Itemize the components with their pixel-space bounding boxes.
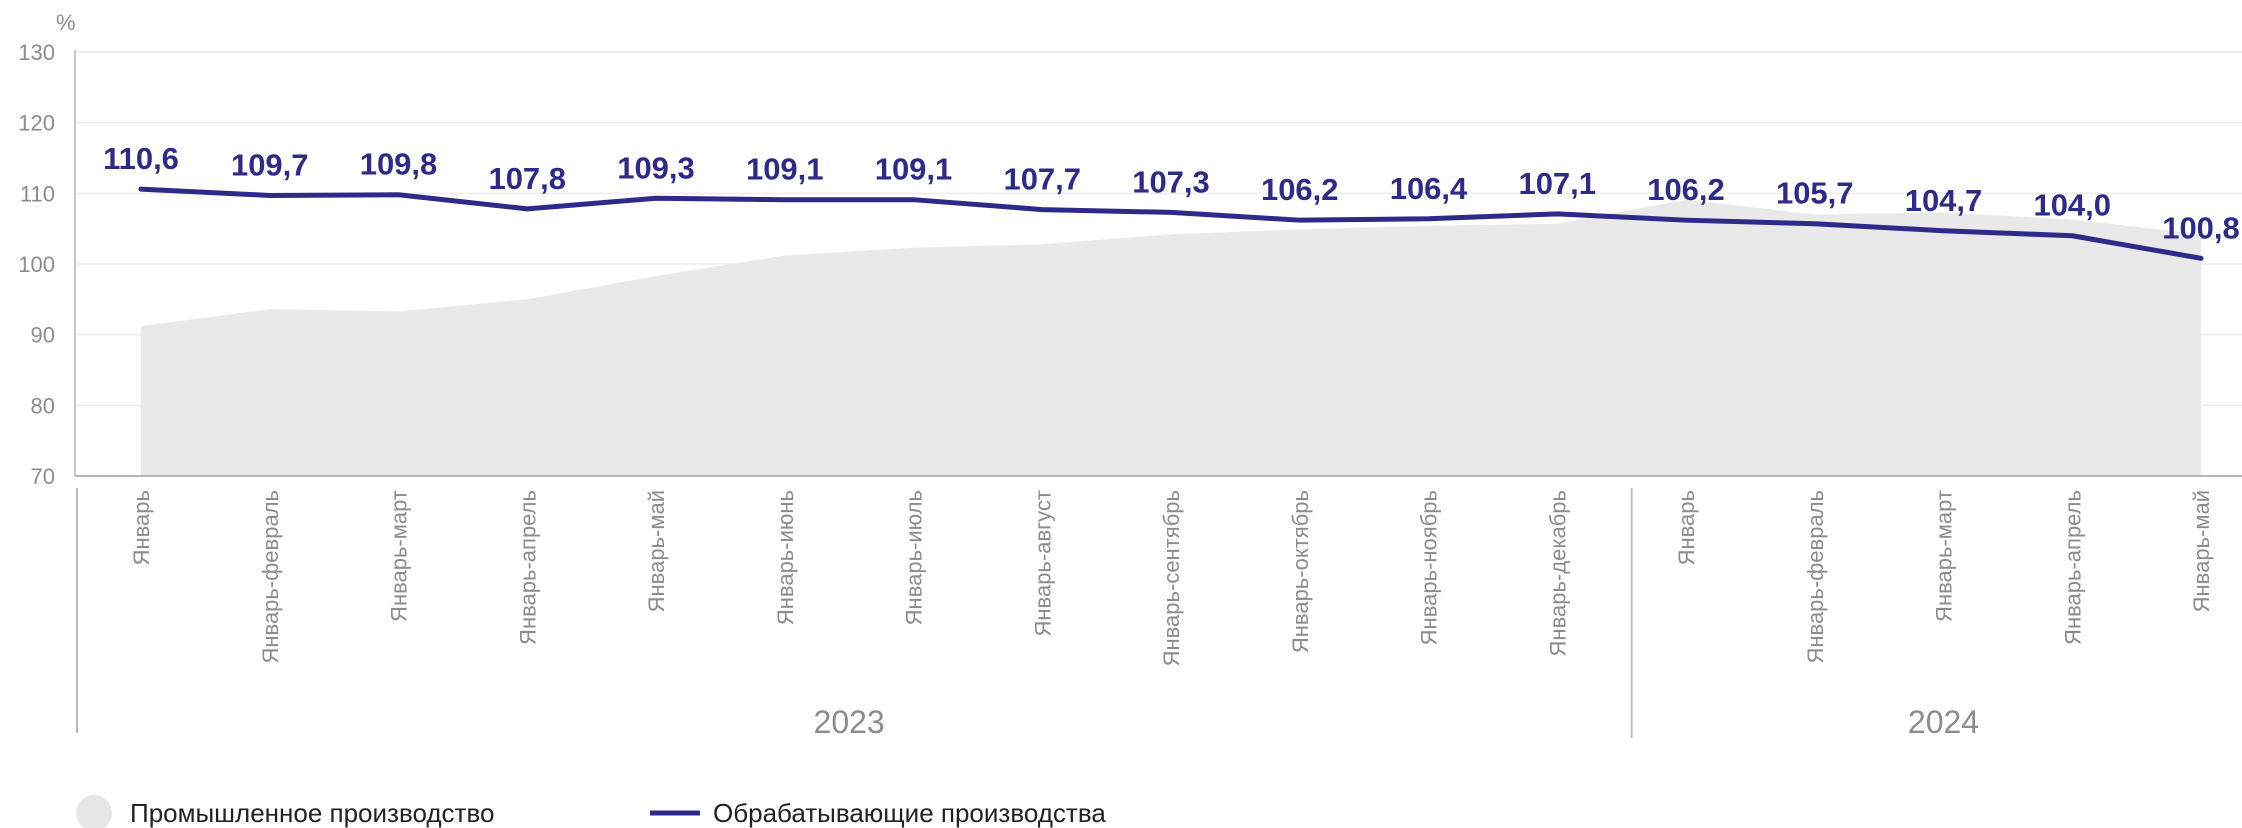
data-label: 107,1 xyxy=(1518,166,1596,201)
y-tick-label: 80 xyxy=(31,393,55,418)
x-tick-label: Январь xyxy=(1674,490,1699,565)
x-tick-label: Январь-июнь xyxy=(773,490,798,625)
data-label: 110,6 xyxy=(103,141,179,176)
axes: 70 80 90 100 110 120 130% xyxy=(18,10,2242,489)
line-layer xyxy=(138,186,2204,261)
x-tick-label: Январь-октябрь xyxy=(1288,490,1313,653)
year-label: 2023 xyxy=(814,704,885,740)
data-label: 109,7 xyxy=(231,147,309,182)
data-label: 107,7 xyxy=(1003,162,1081,197)
data-labels: 110,6 109,7 109,8 107,8 109,3 109,1 109,1 107,7… xyxy=(103,141,2240,245)
x-tick-label: Январь-февраль xyxy=(1803,490,1828,664)
x-tick-label: Январь-сентябрь xyxy=(1159,490,1184,666)
x-tick-label: Январь-февраль xyxy=(258,490,283,664)
x-axis: Январь Январь-февраль Январь-март Январь-ап… xyxy=(76,488,2214,740)
y-tick-label: 130 xyxy=(18,40,55,65)
x-tick-label: Январь-ноябрь xyxy=(1417,490,1442,645)
data-label: 106,4 xyxy=(1390,171,1468,206)
y-tick-label: 70 xyxy=(31,464,55,489)
data-label: 107,8 xyxy=(488,161,566,196)
x-tick-label: Январь-май xyxy=(2189,490,2214,612)
year-label: 2024 xyxy=(1908,704,1979,740)
y-unit-label: % xyxy=(56,10,76,35)
legend: Промышленное производство Обрабатывающие … xyxy=(76,795,1106,828)
data-label: 105,7 xyxy=(1776,176,1854,211)
x-tick-label: Январь xyxy=(129,490,154,565)
x-tick-label: Январь-апрель xyxy=(2060,490,2085,645)
x-tick-label: Январь-май xyxy=(644,490,669,612)
data-label: 109,3 xyxy=(617,150,695,185)
x-tick-label: Январь-март xyxy=(1932,490,1957,622)
x-tick-label: Январь-июль xyxy=(902,490,927,625)
x-tick-label: Январь-август xyxy=(1030,490,1055,637)
data-label: 106,2 xyxy=(1647,172,1725,207)
y-tick-label: 90 xyxy=(31,323,55,348)
data-label: 107,3 xyxy=(1132,164,1210,199)
data-label: 106,2 xyxy=(1261,172,1339,207)
x-tick-label: Январь-апрель xyxy=(515,490,540,645)
area-series-industrial-production xyxy=(141,199,2201,476)
y-tick-label: 110 xyxy=(20,181,55,206)
data-label: 109,8 xyxy=(360,147,438,182)
area-layer xyxy=(141,199,2201,476)
data-label: 109,1 xyxy=(875,152,953,187)
data-label: 104,0 xyxy=(2033,188,2111,223)
data-label: 104,7 xyxy=(1905,183,1983,218)
legend-label: Обрабатывающие производства xyxy=(713,798,1106,828)
y-tick-label: 120 xyxy=(18,111,55,136)
legend-label: Промышленное производство xyxy=(130,798,494,828)
y-tick-label: 100 xyxy=(18,252,55,277)
data-label: 109,1 xyxy=(746,152,824,187)
x-tick-label: Январь-март xyxy=(387,490,412,622)
x-tick-label: Январь-декабрь xyxy=(1545,490,1570,656)
data-label: 100,8 xyxy=(2162,210,2240,245)
line-series-manufacturing xyxy=(138,186,2204,261)
legend-marker-circle xyxy=(76,795,112,828)
